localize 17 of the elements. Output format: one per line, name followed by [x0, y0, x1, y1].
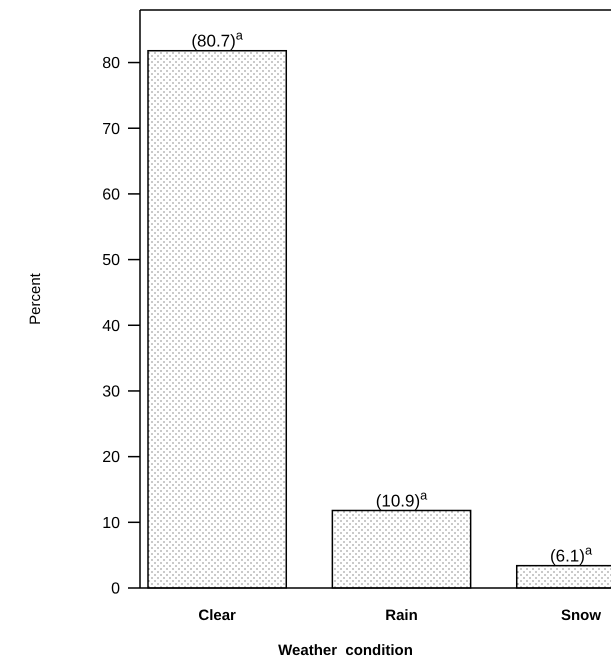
y-tick-label: 30: [102, 384, 120, 401]
x-axis-title: Weather condition: [278, 642, 413, 659]
y-tick-label: 10: [102, 514, 120, 532]
y-tick-label: 60: [102, 186, 120, 204]
y-tick-label: 70: [102, 120, 120, 138]
y-axis-title: Percent: [27, 272, 44, 325]
y-tick-label: 20: [102, 449, 120, 466]
y-tick-label: 50: [102, 252, 120, 270]
annotation: (10.9)$^{a}$: [376, 486, 428, 510]
y-tick-label: 0: [111, 580, 120, 598]
x-tick-label: Rain: [385, 607, 418, 624]
x-tick-label: Clear: [198, 607, 236, 624]
y-tick-label: 80: [102, 55, 120, 72]
annotation: (80.7)$^{a}$: [191, 27, 244, 51]
y-tick-label: 40: [102, 318, 120, 335]
x-tick-label: Snow: [561, 607, 602, 624]
annotation: (6.1)$^{a}$: [550, 542, 593, 566]
